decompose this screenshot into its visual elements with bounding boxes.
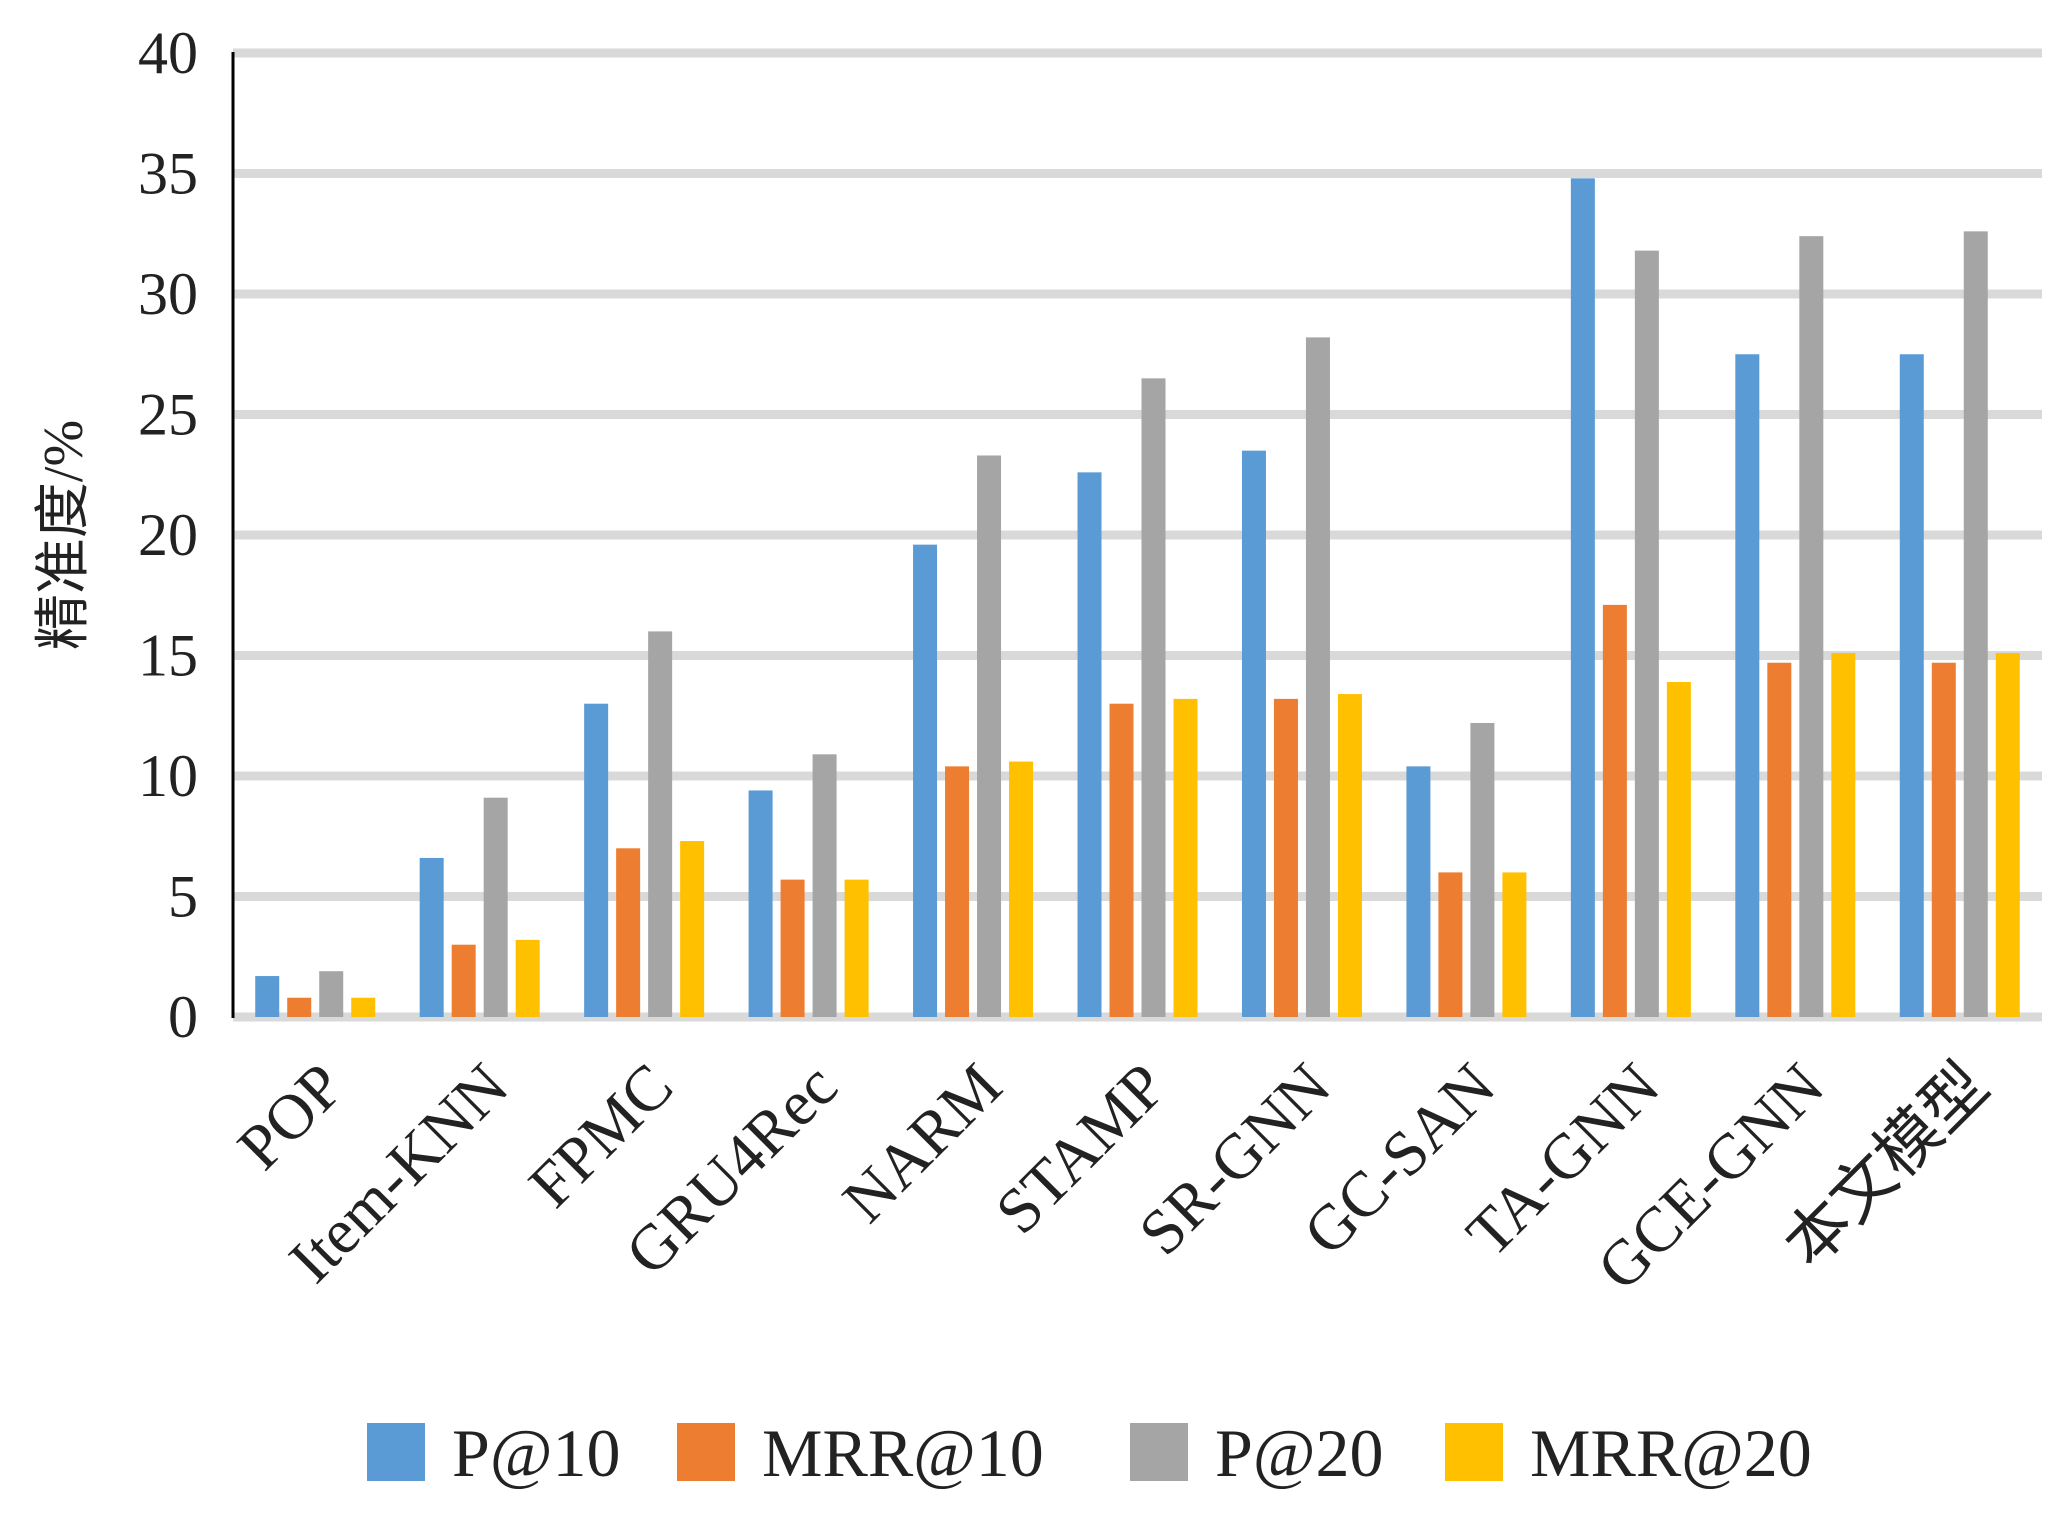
bar: [287, 997, 312, 1017]
legend-swatch: [1130, 1423, 1188, 1481]
bar: [1337, 694, 1362, 1017]
bar: [1273, 698, 1298, 1017]
bar: [1141, 378, 1166, 1018]
y-tick-label: 0: [168, 984, 198, 1050]
y-tick-label: 40: [138, 20, 198, 86]
y-tick-label: 30: [138, 261, 198, 327]
y-axis-label: 精准度/%: [33, 420, 95, 650]
bar: [1899, 354, 1924, 1017]
bar: [844, 879, 869, 1017]
y-tick-label: 20: [138, 502, 198, 568]
bar: [1570, 178, 1595, 1017]
bar: [1009, 761, 1034, 1017]
bar: [515, 939, 540, 1017]
legend-label: P@10: [452, 1415, 620, 1491]
bar: [1077, 472, 1102, 1018]
bar: [1502, 872, 1527, 1017]
bar: [319, 971, 344, 1017]
bar: [1963, 231, 1988, 1018]
legend-swatch: [1445, 1423, 1503, 1481]
bar: [1305, 337, 1330, 1017]
y-tick-label: 35: [138, 141, 198, 207]
legend-label: MRR@10: [762, 1415, 1044, 1491]
bar: [351, 997, 376, 1017]
bar: [1602, 604, 1627, 1017]
bar: [1735, 354, 1760, 1017]
bar: [1470, 722, 1495, 1017]
y-tick-label: 10: [138, 743, 198, 809]
y-tick-labels: 0 5 10 15 20 25 30 35 40: [138, 20, 198, 1050]
bar: [584, 703, 609, 1017]
bar: [1406, 766, 1431, 1017]
bar: [1241, 450, 1266, 1017]
y-tick-label: 15: [138, 623, 198, 689]
bar: [977, 455, 1002, 1018]
x-tick-label: NARM: [829, 1050, 1015, 1236]
legend-swatch: [677, 1423, 735, 1481]
bar: [648, 631, 673, 1017]
x-tick-labels: POPItem-KNNFPMCGRU4RecNARMSTAMPSR-GNNGC-…: [224, 1050, 2002, 1304]
x-tick-label: POP: [224, 1050, 357, 1183]
bar: [1995, 653, 2020, 1017]
bar: [451, 944, 476, 1017]
y-tick-label: 5: [168, 864, 198, 930]
bar: [748, 790, 773, 1017]
y-tick-label: 25: [138, 382, 198, 448]
bar: [1931, 662, 1956, 1017]
bar: [1666, 682, 1691, 1017]
bar: [913, 544, 938, 1017]
bars: [255, 178, 2020, 1018]
bar: [255, 976, 280, 1017]
legend-label: MRR@20: [1530, 1415, 1812, 1491]
legend: P@10 MRR@10 P@20 MRR@20: [367, 1415, 1812, 1491]
bar: [945, 766, 970, 1017]
bar: [1109, 703, 1134, 1017]
bar: [812, 754, 837, 1017]
bar: [1634, 250, 1659, 1017]
legend-swatch: [367, 1423, 425, 1481]
gridlines: [233, 48, 2042, 1022]
bar: [1831, 653, 1856, 1017]
bar: [1438, 872, 1463, 1017]
bar: [780, 879, 805, 1017]
bar: [419, 857, 444, 1017]
bar: [483, 797, 508, 1017]
bar: [1799, 236, 1824, 1017]
bar: [616, 848, 641, 1017]
bar: [1767, 662, 1792, 1017]
legend-label: P@20: [1215, 1415, 1383, 1491]
bar: [680, 841, 705, 1017]
bar: [1173, 698, 1198, 1017]
